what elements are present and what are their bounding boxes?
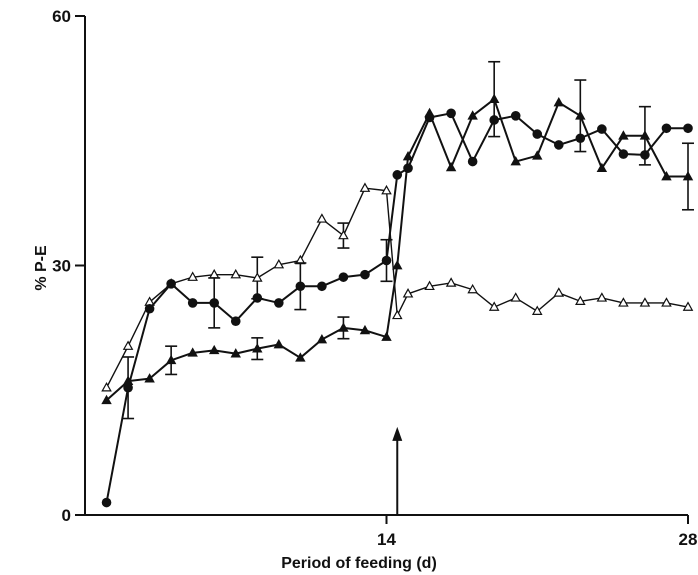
data-point [510,292,522,302]
data-point [532,150,543,160]
data-point [273,258,285,269]
data-point [316,334,328,344]
data-point [187,347,198,357]
data-point [488,93,500,104]
data-point [510,156,521,166]
data-point [424,280,435,291]
data-point [597,124,607,134]
data-point [273,339,285,349]
data-point [683,123,693,134]
data-point [101,382,112,392]
data-point [618,297,629,307]
arrow-head [392,426,403,441]
data-point [144,303,155,314]
data-point [165,354,177,365]
data-point [553,287,565,297]
series-line-open-triangle [105,187,689,389]
data-point [122,340,134,350]
data-point [392,170,403,180]
data-point [251,272,263,282]
data-point [230,348,241,358]
ticks: 0 30 60 14 28 [52,7,697,549]
data-point [295,281,306,292]
data-point [230,316,241,327]
data-point [661,297,672,307]
data-point [360,269,370,280]
data-point [317,281,327,292]
data-point [532,129,543,139]
data-point [381,184,392,195]
data-point [575,295,586,306]
data-point [445,161,457,172]
data-point [639,297,651,307]
x-tick-label-14: 14 [377,530,396,549]
data-point [618,149,629,159]
data-point [488,301,500,311]
data-point [316,213,328,223]
data-point [122,375,134,385]
data-point [639,130,651,140]
data-point [510,111,521,121]
data-point [252,343,263,353]
x-tick-label-28: 28 [679,530,698,549]
series-open-triangle [101,182,694,392]
data-point [467,110,478,120]
data-point [392,260,403,270]
data-point [553,96,565,107]
data-point [446,108,456,119]
data-point [531,305,543,315]
data-point [467,283,478,294]
y-tick-label-30: 30 [52,257,71,276]
data-point [187,298,198,308]
y-axis-label: % P-E [33,245,50,291]
data-point [338,229,349,240]
data-point [682,301,694,311]
series-filled-triangle [101,60,694,405]
data-point [295,352,306,362]
data-point [101,394,112,405]
data-point [187,271,198,281]
data-point [252,293,263,303]
data-point [359,182,371,192]
data-point [359,324,371,335]
data-point [144,373,155,383]
data-point [166,278,176,289]
x-axis-label: Period of feeding (d) [281,555,437,572]
data-point [274,298,284,308]
data-point [402,288,414,298]
data-point [230,268,242,279]
data-point [661,123,672,134]
data-point [682,171,694,181]
data-point [445,277,457,287]
data-point [575,110,586,120]
data-point [424,107,435,118]
data-point [123,382,133,393]
data-point [101,497,112,508]
annotation-layer [392,426,403,515]
data-point [391,309,403,320]
data-point [661,171,672,181]
data-point [596,162,608,173]
y-tick-label-60: 60 [52,7,71,26]
series-layer [101,60,694,508]
data-point [403,163,413,173]
data-point [402,151,414,161]
data-point [618,130,629,140]
data-point [467,156,478,167]
data-point [381,331,392,341]
data-point [596,292,608,302]
data-point [208,344,220,355]
data-point [209,298,220,308]
y-tick-label-0: 0 [62,506,71,525]
data-point [381,255,392,266]
data-point [338,322,349,332]
data-point [553,140,564,150]
data-point [338,272,349,282]
